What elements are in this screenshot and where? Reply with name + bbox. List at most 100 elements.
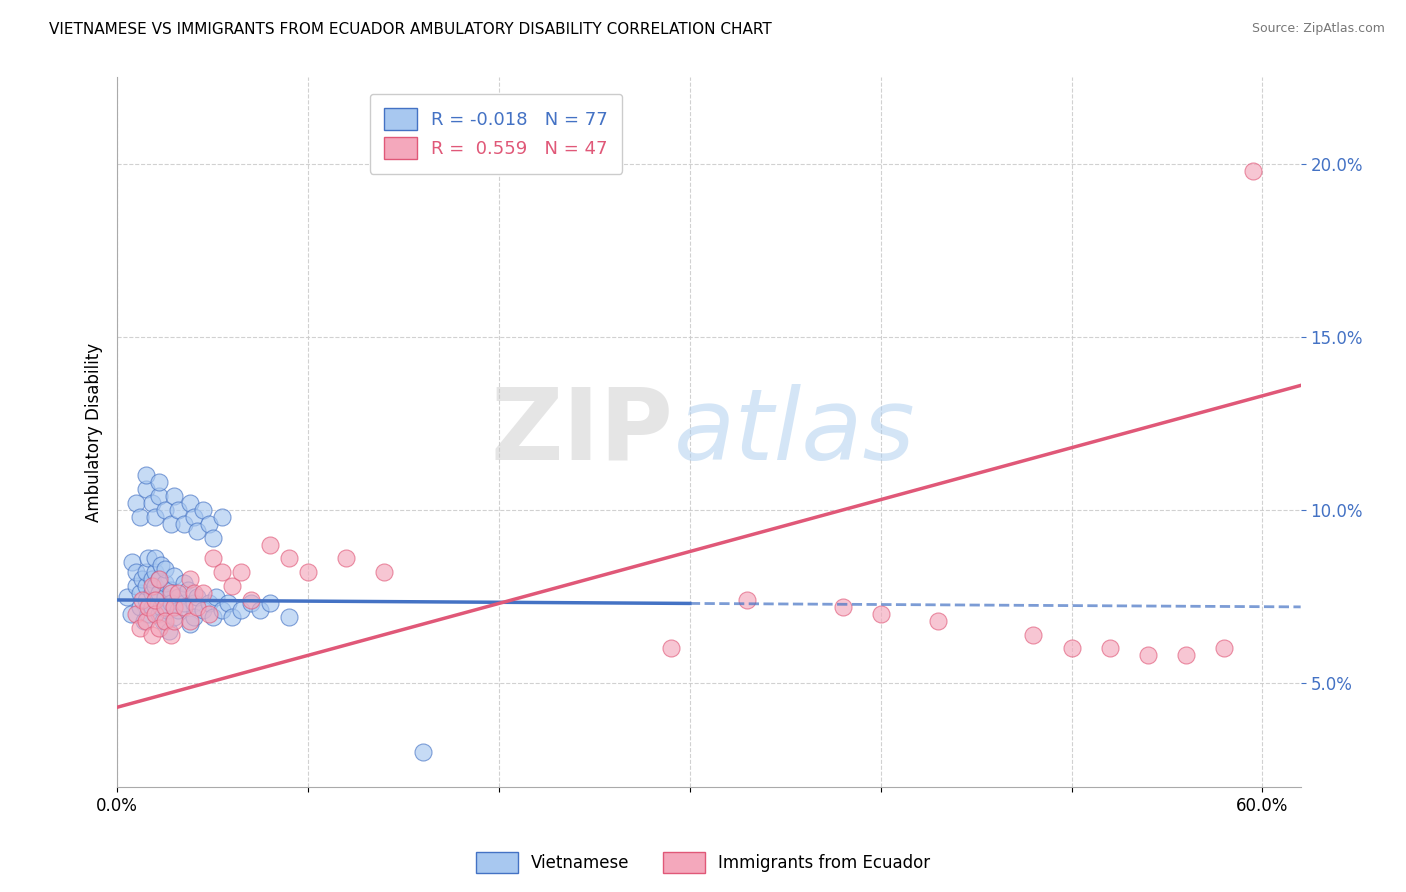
Point	[148, 572, 170, 586]
Point	[183, 586, 205, 600]
Legend: R = -0.018   N = 77, R =  0.559   N = 47: R = -0.018 N = 77, R = 0.559 N = 47	[370, 94, 623, 174]
Point	[239, 596, 262, 610]
Point	[735, 593, 758, 607]
Point	[179, 617, 201, 632]
Point	[1213, 641, 1236, 656]
Point	[167, 603, 190, 617]
Point	[125, 566, 148, 580]
Point	[159, 627, 181, 641]
Point	[148, 572, 170, 586]
Point	[145, 593, 167, 607]
Point	[141, 586, 163, 600]
Point	[115, 590, 138, 604]
Point	[159, 516, 181, 531]
Legend: Vietnamese, Immigrants from Ecuador: Vietnamese, Immigrants from Ecuador	[470, 846, 936, 880]
Point	[150, 558, 173, 573]
Point	[125, 496, 148, 510]
Point	[1136, 648, 1159, 663]
Point	[135, 566, 157, 580]
Point	[141, 572, 163, 586]
Point	[221, 610, 243, 624]
Point	[173, 516, 195, 531]
Point	[150, 599, 173, 614]
Point	[141, 599, 163, 614]
Point	[173, 596, 195, 610]
Point	[156, 603, 179, 617]
Point	[153, 503, 176, 517]
Point	[259, 596, 281, 610]
Point	[1241, 164, 1264, 178]
Point	[121, 555, 143, 569]
Point	[135, 614, 157, 628]
Point	[198, 596, 221, 610]
Point	[198, 516, 221, 531]
Point	[135, 482, 157, 496]
Point	[153, 614, 176, 628]
Point	[163, 599, 186, 614]
Point	[191, 603, 214, 617]
Point	[135, 468, 157, 483]
Point	[831, 599, 853, 614]
Point	[145, 510, 167, 524]
Point	[145, 551, 167, 566]
Point	[1098, 641, 1121, 656]
Point	[211, 566, 233, 580]
Point	[412, 745, 434, 759]
Point	[159, 596, 181, 610]
Point	[131, 593, 153, 607]
Point	[136, 607, 159, 621]
Point	[179, 572, 201, 586]
Point	[135, 593, 157, 607]
Point	[201, 531, 224, 545]
Point	[297, 566, 319, 580]
Point	[153, 599, 176, 614]
Text: Source: ZipAtlas.com: Source: ZipAtlas.com	[1251, 22, 1385, 36]
Point	[217, 596, 239, 610]
Point	[129, 621, 152, 635]
Point	[191, 503, 214, 517]
Point	[259, 538, 281, 552]
Point	[120, 607, 142, 621]
Point	[239, 593, 262, 607]
Text: ZIP: ZIP	[491, 384, 673, 481]
Point	[1022, 627, 1045, 641]
Point	[141, 579, 163, 593]
Point	[141, 627, 163, 641]
Point	[211, 603, 233, 617]
Point	[173, 575, 195, 590]
Point	[373, 566, 395, 580]
Point	[335, 551, 357, 566]
Point	[249, 603, 271, 617]
Point	[157, 624, 180, 639]
Point	[201, 610, 224, 624]
Point	[173, 599, 195, 614]
Point	[129, 586, 152, 600]
Point	[183, 510, 205, 524]
Point	[211, 510, 233, 524]
Point	[659, 641, 682, 656]
Text: atlas: atlas	[673, 384, 915, 481]
Point	[148, 586, 170, 600]
Point	[136, 551, 159, 566]
Point	[163, 610, 186, 624]
Point	[163, 568, 186, 582]
Point	[148, 475, 170, 490]
Point	[201, 551, 224, 566]
Point	[167, 503, 190, 517]
Point	[1175, 648, 1198, 663]
Point	[129, 510, 152, 524]
Point	[153, 575, 176, 590]
Point	[179, 496, 201, 510]
Point	[167, 586, 190, 600]
Point	[141, 496, 163, 510]
Point	[177, 582, 200, 597]
Point	[145, 607, 167, 621]
Point	[153, 590, 176, 604]
Point	[163, 489, 186, 503]
Point	[278, 610, 301, 624]
Point	[231, 566, 253, 580]
Point	[145, 593, 167, 607]
Point	[125, 607, 148, 621]
Point	[183, 596, 205, 610]
Point	[167, 590, 190, 604]
